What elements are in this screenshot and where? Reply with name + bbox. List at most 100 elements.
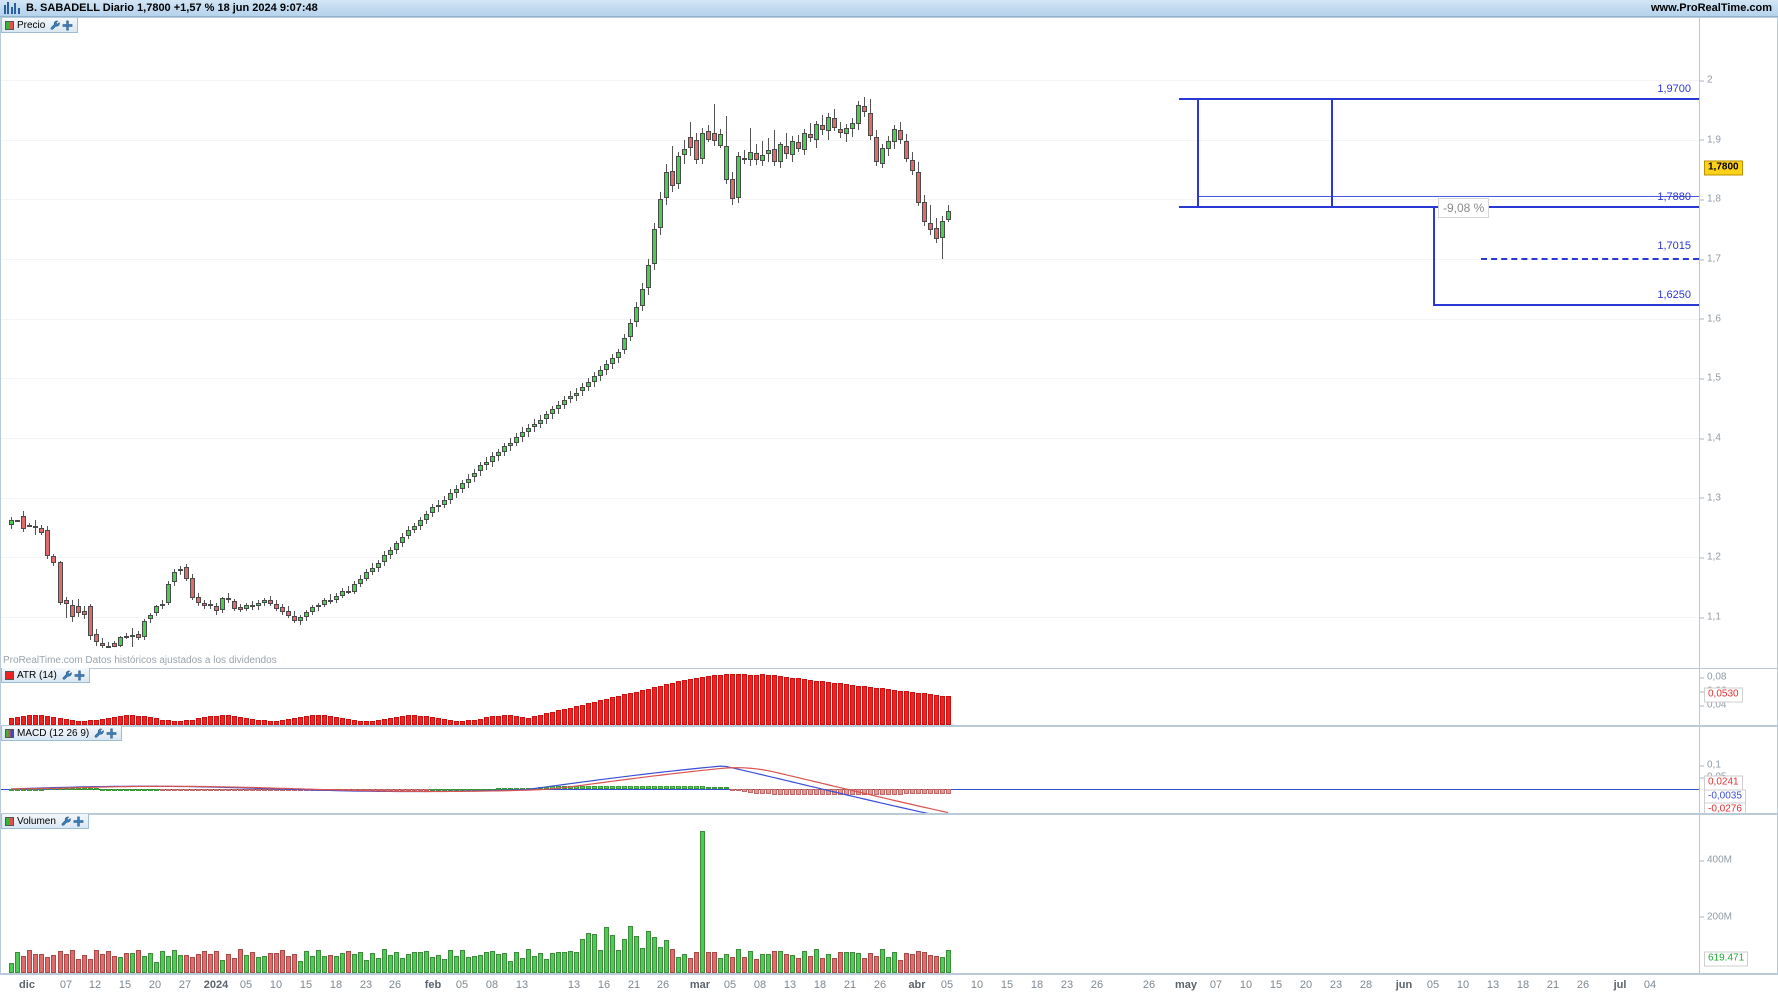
candle-body [328,600,333,603]
tab-volumen[interactable]: Volumen [1,814,89,829]
volume-bar [550,953,555,973]
candle-body [178,569,183,572]
tab-precio[interactable]: Precio [1,18,79,33]
date-tick: 07 [59,979,73,991]
macd-plot-area[interactable] [1,727,1699,813]
atr-bar [316,715,321,725]
volume-bar [694,952,699,973]
macd-histogram-bar [592,785,597,789]
volume-bar [148,953,153,973]
plus-icon[interactable] [73,816,84,827]
candle-body [274,603,279,609]
candle-body [742,157,747,160]
macd-histogram-bar [33,788,38,791]
volume-plot-area[interactable] [1,815,1699,973]
atr-bar [45,716,50,725]
wrench-icon[interactable] [50,20,61,31]
candle-body [862,106,867,113]
date-tick: 26 [388,979,402,991]
macd-histogram-bar [136,788,141,791]
atr-bar [610,697,615,725]
volume-bar [51,954,56,973]
resistance-line[interactable] [1179,97,1699,100]
volume-bar [682,953,687,973]
candle-body [454,489,459,493]
candle-body [760,155,765,162]
volume-bar [598,950,603,973]
atr-bar [688,678,693,725]
date-tick: 05 [239,979,253,991]
atr-bar [724,674,729,725]
candle-body [130,634,135,638]
price-plot-area[interactable]: 1,9700 1,7880 1,6250 1,7015 -9,08 % [1,18,1699,668]
candle-body [652,229,657,264]
base-line[interactable] [1433,303,1699,306]
volume-bar [886,957,891,973]
volume-bar [358,951,363,973]
macd-histogram-bar [460,788,465,791]
wrench-icon[interactable] [94,728,105,739]
candle-body [148,614,153,620]
candle-body [838,128,843,133]
candle-wick [714,103,715,146]
macd-histogram-bar [868,789,873,795]
candle-body [670,170,675,187]
candle-body [232,601,237,609]
atr-plot-area[interactable] [1,669,1699,725]
candle-wick [330,594,331,604]
candle-body [580,386,585,392]
atr-bar [772,675,777,725]
target-dashed-line[interactable] [1481,258,1699,261]
volume-axis[interactable]: 400M 200M [1699,815,1777,973]
tab-macd[interactable]: MACD (12 26 9) [1,726,123,741]
macd-histogram-bar [670,786,675,789]
atr-bar [628,693,633,725]
box-inner-edge[interactable] [1331,97,1333,207]
candle-body [412,526,417,530]
macd-histogram-bar [730,789,735,791]
percent-change-annotation[interactable]: -9,08 % [1438,198,1490,218]
macd-histogram-bar [232,789,237,791]
wrench-icon[interactable] [61,816,72,827]
volume-bar [622,938,627,973]
macd-histogram-bar [658,786,663,789]
volume-bar [394,952,399,973]
candle-body [358,578,363,584]
candle-body [928,223,933,231]
wrench-icon[interactable] [62,670,73,681]
macd-histogram-bar [802,789,807,795]
atr-bar [916,692,921,725]
plus-icon[interactable] [74,670,85,681]
plus-icon[interactable] [106,728,117,739]
candle-body [298,617,303,621]
tab-atr[interactable]: ATR (14) [1,668,90,683]
box-left-edge[interactable] [1197,97,1199,207]
volume-tick: 400M [1700,855,1732,866]
atr-bar [790,677,795,725]
date-tick: 10 [970,979,984,991]
volume-bar [586,932,591,973]
candle-body [676,156,681,184]
atr-bar [736,673,741,725]
candle-body [802,132,807,151]
candle-body [292,615,297,621]
candle-body [304,612,309,617]
candle-body [310,607,315,613]
atr-bar [304,716,309,725]
atr-bar [148,717,153,725]
volume-bar [412,952,417,973]
atr-bar [51,717,56,725]
macd-histogram-bar [664,786,669,789]
date-axis[interactable]: dic 07 12 15 20 27 2024 05 10 15 18 23 26 feb 05 08 13 13… [0,974,1778,1000]
atr-bar [112,716,117,725]
price-axis[interactable]: 2 1,9 1,8 1,7 1,6 1,5 1,4 1,3 1,2 1,1 [1699,18,1777,668]
atr-bar [400,715,405,725]
date-tick: 28 [1359,979,1373,991]
target-box-left-edge[interactable] [1433,206,1435,304]
current-price-badge: 1,7800 [1704,160,1743,176]
macd-histogram-bar [706,786,711,789]
price-tick: 1,2 [1700,552,1721,563]
plus-icon[interactable] [62,20,73,31]
candle-body [682,149,687,156]
atr-bar [100,718,105,725]
